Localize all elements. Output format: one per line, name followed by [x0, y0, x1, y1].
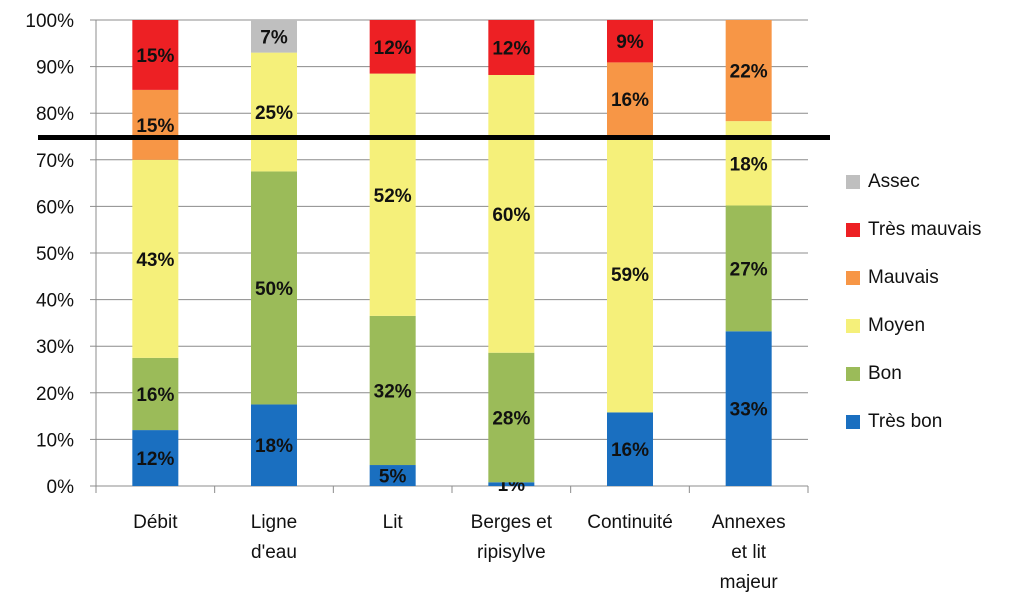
- y-tick-label: 10%: [36, 430, 74, 451]
- bar-segment: [725, 20, 772, 122]
- bar-segment: [132, 430, 179, 486]
- y-tick-label: 70%: [36, 151, 74, 172]
- data-label: 18%: [255, 436, 293, 457]
- data-label: 9%: [616, 32, 644, 53]
- legend-item-tres-mauvais: Très mauvais: [846, 219, 1016, 240]
- bar-segment: [488, 482, 535, 486]
- bar-segment: [132, 159, 179, 358]
- data-label: 25%: [255, 103, 293, 124]
- legend-swatch: [846, 319, 860, 333]
- y-tick-label: 100%: [25, 11, 74, 32]
- legend-swatch: [846, 415, 860, 429]
- legend-item-tres-bon: Très bon: [846, 411, 1016, 432]
- y-tick-label: 80%: [36, 104, 74, 125]
- data-label: 22%: [730, 62, 768, 83]
- bar-segment: [607, 20, 653, 63]
- x-tick-label: Débit: [133, 512, 178, 533]
- data-label: 60%: [492, 205, 530, 226]
- legend-swatch: [846, 223, 860, 237]
- legend-item-moyen: Moyen: [846, 315, 1016, 336]
- legend-swatch: [846, 271, 860, 285]
- data-label: 33%: [730, 400, 768, 421]
- legend-label: Moyen: [868, 315, 926, 336]
- legend-label: Très bon: [868, 411, 943, 432]
- x-tick-label: Annexes: [712, 512, 786, 533]
- bar-segment: [607, 62, 653, 136]
- y-tick-label: 90%: [36, 58, 74, 79]
- legend-item-assec: Assec: [846, 171, 1016, 192]
- legend-label: Très mauvais: [868, 219, 982, 240]
- data-label: 12%: [492, 38, 530, 59]
- data-label: 16%: [611, 90, 649, 111]
- y-tick-label: 20%: [36, 384, 74, 405]
- data-label: 15%: [136, 46, 174, 67]
- bar-segment: [488, 20, 535, 75]
- bar-segment: [369, 465, 416, 486]
- legend-item-mauvais: Mauvais: [846, 267, 1016, 288]
- y-tick-label: 50%: [36, 244, 74, 265]
- bar-segment: [369, 315, 416, 466]
- bar-segment: [251, 404, 297, 486]
- y-tick-label: 40%: [36, 291, 74, 312]
- legend-item-bon: Bon: [846, 363, 1016, 384]
- bar-segment: [607, 412, 653, 486]
- bar-segment: [251, 52, 297, 172]
- x-tick-label: ripisylve: [477, 542, 546, 563]
- x-tick-label: majeur: [720, 572, 779, 593]
- data-label: 16%: [136, 385, 174, 406]
- legend-label: Assec: [868, 171, 920, 192]
- bar-segment: [369, 73, 416, 316]
- data-label: 43%: [136, 250, 174, 271]
- data-label: 59%: [611, 265, 649, 286]
- bar-segment: [132, 89, 179, 160]
- bar-segment: [725, 331, 772, 486]
- data-label: 5%: [379, 467, 407, 488]
- data-label: 50%: [255, 279, 293, 300]
- data-label: 15%: [136, 116, 174, 137]
- data-label: 7%: [260, 27, 288, 48]
- data-label: 18%: [730, 154, 768, 175]
- bar-segment: [251, 20, 297, 53]
- bar-segment: [132, 357, 179, 431]
- data-label: 52%: [374, 186, 412, 207]
- legend-label: Bon: [868, 363, 902, 384]
- bar-segment: [251, 171, 297, 405]
- data-label: 27%: [730, 259, 768, 280]
- legend-label: Mauvais: [868, 267, 939, 288]
- bar-segment: [725, 205, 772, 332]
- bar-segment: [132, 20, 179, 90]
- y-tick-label: 60%: [36, 197, 74, 218]
- data-label: 28%: [492, 408, 530, 429]
- bar-segment: [607, 135, 653, 413]
- y-tick-label: 30%: [36, 337, 74, 358]
- data-label: 32%: [374, 381, 412, 402]
- y-tick-label: 0%: [47, 477, 75, 498]
- data-label: 12%: [136, 449, 174, 470]
- data-label: 12%: [374, 38, 412, 59]
- x-tick-label: et lit: [731, 542, 767, 563]
- x-tick-label: Continuité: [587, 512, 673, 533]
- x-tick-label: Berges et: [471, 512, 553, 533]
- x-tick-label: d'eau: [251, 542, 297, 563]
- x-tick-label: Ligne: [251, 512, 298, 533]
- x-tick-label: Lit: [383, 512, 404, 533]
- data-label: 16%: [611, 440, 649, 461]
- bar-segment: [488, 74, 535, 353]
- legend-swatch: [846, 367, 860, 381]
- bar-segment: [488, 352, 535, 483]
- legend-swatch: [846, 175, 860, 189]
- bar-segment: [369, 20, 416, 74]
- chart-legend: Assec Très mauvais Mauvais Moyen Bon Trè…: [846, 171, 1016, 460]
